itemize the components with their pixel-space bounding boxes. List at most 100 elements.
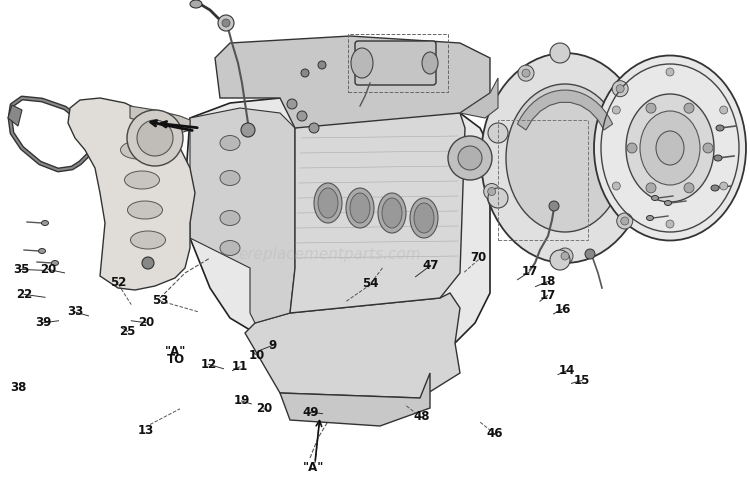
Ellipse shape [130, 231, 166, 249]
Text: 35: 35 [13, 263, 29, 275]
Ellipse shape [410, 199, 438, 239]
Ellipse shape [382, 199, 402, 228]
Ellipse shape [656, 132, 684, 165]
Circle shape [127, 111, 183, 167]
Circle shape [666, 221, 674, 228]
Text: 10: 10 [248, 348, 265, 361]
Text: 20: 20 [138, 316, 154, 328]
Circle shape [142, 258, 154, 269]
Ellipse shape [640, 112, 700, 185]
Text: TO: TO [166, 352, 184, 365]
Text: 20: 20 [40, 263, 56, 275]
Circle shape [488, 188, 496, 196]
Circle shape [518, 66, 534, 82]
Text: 46: 46 [487, 426, 503, 439]
Text: 47: 47 [422, 259, 439, 271]
Circle shape [297, 112, 307, 122]
Ellipse shape [626, 95, 714, 203]
Ellipse shape [190, 1, 202, 9]
Text: 39: 39 [35, 316, 52, 328]
Ellipse shape [350, 194, 370, 224]
Text: ereplacementparts.com: ereplacementparts.com [238, 246, 422, 261]
Text: 33: 33 [67, 305, 83, 318]
Polygon shape [290, 99, 465, 313]
Text: 54: 54 [362, 277, 379, 289]
Ellipse shape [220, 211, 240, 226]
Text: 38: 38 [10, 380, 26, 393]
Ellipse shape [378, 194, 406, 234]
Circle shape [488, 189, 508, 208]
Circle shape [684, 104, 694, 114]
Circle shape [458, 147, 482, 171]
Ellipse shape [711, 185, 719, 192]
Text: 12: 12 [200, 357, 217, 370]
Circle shape [557, 248, 573, 264]
Text: 52: 52 [110, 276, 127, 288]
Circle shape [616, 214, 633, 229]
Ellipse shape [128, 202, 163, 220]
Text: 70: 70 [470, 251, 487, 264]
Circle shape [666, 69, 674, 77]
Ellipse shape [220, 241, 240, 256]
Circle shape [646, 104, 656, 114]
Circle shape [561, 252, 569, 261]
Text: 18: 18 [539, 275, 556, 287]
Circle shape [550, 44, 570, 64]
Text: 25: 25 [119, 325, 136, 337]
Ellipse shape [121, 142, 155, 160]
Ellipse shape [38, 249, 46, 254]
Circle shape [616, 85, 624, 94]
Polygon shape [518, 91, 613, 131]
Polygon shape [8, 106, 22, 127]
Ellipse shape [220, 171, 240, 186]
Text: 17: 17 [521, 265, 538, 278]
Polygon shape [68, 99, 195, 290]
Ellipse shape [124, 172, 160, 190]
Ellipse shape [318, 189, 338, 219]
Circle shape [585, 249, 595, 260]
Text: "A": "A" [303, 461, 324, 473]
Ellipse shape [714, 156, 722, 162]
Polygon shape [245, 293, 460, 398]
Ellipse shape [422, 53, 438, 75]
Circle shape [318, 62, 326, 70]
Text: 49: 49 [302, 405, 319, 418]
Text: 14: 14 [559, 364, 575, 376]
Circle shape [703, 143, 713, 154]
Polygon shape [185, 94, 490, 406]
Ellipse shape [220, 136, 240, 151]
Circle shape [448, 137, 492, 181]
Circle shape [488, 124, 508, 143]
Polygon shape [215, 37, 490, 129]
Circle shape [720, 183, 728, 191]
Circle shape [612, 183, 620, 191]
Ellipse shape [41, 221, 49, 226]
Text: 48: 48 [413, 409, 430, 422]
Circle shape [241, 124, 255, 138]
Circle shape [612, 107, 620, 115]
Ellipse shape [716, 126, 724, 132]
Circle shape [301, 70, 309, 78]
Text: 11: 11 [232, 360, 248, 372]
Circle shape [522, 70, 530, 78]
Text: "A": "A" [165, 344, 186, 357]
Circle shape [720, 107, 728, 115]
Circle shape [549, 202, 559, 212]
Text: 53: 53 [152, 294, 168, 306]
Ellipse shape [594, 57, 746, 241]
Text: 9: 9 [268, 338, 277, 351]
Ellipse shape [314, 183, 342, 224]
Polygon shape [460, 79, 498, 119]
Circle shape [684, 183, 694, 193]
Circle shape [137, 121, 173, 157]
Ellipse shape [664, 201, 671, 206]
Text: 19: 19 [233, 394, 250, 407]
Text: 15: 15 [574, 373, 590, 386]
Polygon shape [190, 109, 295, 324]
Circle shape [484, 184, 500, 200]
Circle shape [222, 20, 230, 28]
Ellipse shape [414, 203, 434, 234]
Ellipse shape [346, 189, 374, 228]
Circle shape [621, 218, 628, 225]
Circle shape [627, 143, 637, 154]
